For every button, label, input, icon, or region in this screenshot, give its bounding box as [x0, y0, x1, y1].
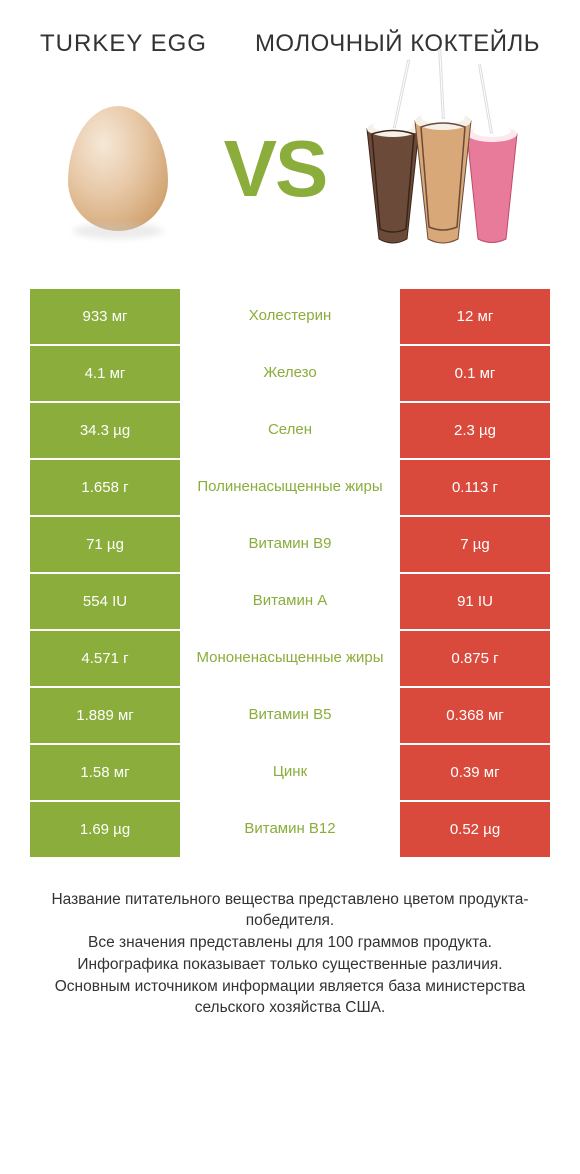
cell-nutrient-label: Селен	[180, 403, 400, 458]
table-row: 4.571 гМононенасыщенные жиры0.875 г	[30, 631, 550, 686]
table-row: 554 IUВитамин A91 IU	[30, 574, 550, 629]
cell-nutrient-label: Полиненасыщенные жиры	[180, 460, 400, 515]
cell-nutrient-label: Железо	[180, 346, 400, 401]
table-row: 1.658 гПолиненасыщенные жиры0.113 г	[30, 460, 550, 515]
table-row: 1.58 мгЦинк0.39 мг	[30, 745, 550, 800]
cell-nutrient-label: Цинк	[180, 745, 400, 800]
cell-left-value: 933 мг	[30, 289, 180, 344]
cell-left-value: 34.3 µg	[30, 403, 180, 458]
footer-line: Основным источником информации является …	[20, 976, 560, 1019]
cell-nutrient-label: Витамин A	[180, 574, 400, 629]
cell-right-value: 0.875 г	[400, 631, 550, 686]
footer-line: Название питательного вещества представл…	[20, 889, 560, 932]
cell-right-value: 0.1 мг	[400, 346, 550, 401]
cell-right-value: 2.3 µg	[400, 403, 550, 458]
cell-left-value: 554 IU	[30, 574, 180, 629]
cell-right-value: 7 µg	[400, 517, 550, 572]
vs-label: VS	[224, 123, 327, 215]
table-row: 4.1 мгЖелезо0.1 мг	[30, 346, 550, 401]
table-row: 1.69 µgВитамин B120.52 µg	[30, 802, 550, 857]
table-row: 933 мгХолестерин12 мг	[30, 289, 550, 344]
cell-left-value: 1.658 г	[30, 460, 180, 515]
cell-nutrient-label: Витамин B9	[180, 517, 400, 572]
cell-left-value: 4.571 г	[30, 631, 180, 686]
header: TURKEY EGG МОЛОЧНЫЙ КОКТЕЙЛЬ	[0, 0, 580, 69]
comparison-table: 933 мгХолестерин12 мг4.1 мгЖелезо0.1 мг3…	[0, 289, 580, 857]
cell-left-value: 4.1 мг	[30, 346, 180, 401]
images-row: VS	[0, 69, 580, 289]
cell-nutrient-label: Мононенасыщенные жиры	[180, 631, 400, 686]
cell-right-value: 91 IU	[400, 574, 550, 629]
table-row: 34.3 µgСелен2.3 µg	[30, 403, 550, 458]
product-left-title: TURKEY EGG	[40, 30, 207, 58]
milkshake-image	[362, 79, 532, 259]
cell-left-value: 1.58 мг	[30, 745, 180, 800]
cell-nutrient-label: Витамин B12	[180, 802, 400, 857]
footer-notes: Название питательного вещества представл…	[0, 859, 580, 1019]
cell-right-value: 12 мг	[400, 289, 550, 344]
cell-left-value: 1.69 µg	[30, 802, 180, 857]
cell-right-value: 0.368 мг	[400, 688, 550, 743]
product-right-title: МОЛОЧНЫЙ КОКТЕЙЛЬ	[255, 30, 540, 59]
table-row: 71 µgВитамин B97 µg	[30, 517, 550, 572]
cell-nutrient-label: Витамин B5	[180, 688, 400, 743]
cell-right-value: 0.113 г	[400, 460, 550, 515]
turkey-egg-image	[48, 89, 188, 249]
cell-right-value: 0.52 µg	[400, 802, 550, 857]
cell-left-value: 1.889 мг	[30, 688, 180, 743]
cell-right-value: 0.39 мг	[400, 745, 550, 800]
cell-left-value: 71 µg	[30, 517, 180, 572]
footer-line: Инфографика показывает только существенн…	[20, 954, 560, 976]
cell-nutrient-label: Холестерин	[180, 289, 400, 344]
table-row: 1.889 мгВитамин B50.368 мг	[30, 688, 550, 743]
footer-line: Все значения представлены для 100 граммо…	[20, 932, 560, 954]
